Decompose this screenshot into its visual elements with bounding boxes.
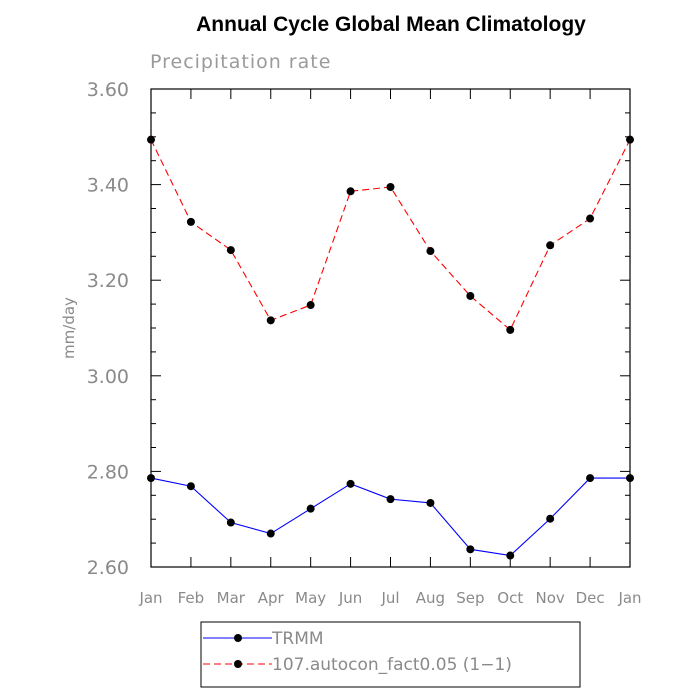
data-point xyxy=(147,135,155,144)
legend-marker xyxy=(234,634,242,642)
data-point xyxy=(346,187,355,196)
data-point xyxy=(147,474,155,483)
data-point xyxy=(546,514,555,523)
data-point xyxy=(506,551,515,560)
axis-ticks: Jan Feb Mar Apr May Jun Jul Aug Sep Oct Nov Dec Jan 2… xyxy=(87,79,642,607)
data-point xyxy=(226,518,235,527)
y-tick-label: 3.00 xyxy=(87,366,129,388)
y-tick-label: 3.40 xyxy=(87,175,129,197)
data-point xyxy=(306,504,315,513)
data-point xyxy=(186,482,195,491)
data-point xyxy=(466,291,475,300)
y-tick-label: 2.80 xyxy=(87,461,129,483)
data-point xyxy=(426,498,435,507)
data-point xyxy=(386,182,395,191)
x-tick-label: Mar xyxy=(217,589,246,607)
data-point xyxy=(506,325,515,334)
data-point xyxy=(586,474,595,483)
legend-marker xyxy=(234,660,242,668)
x-tick-label: May xyxy=(295,589,326,607)
x-tick-label: Sep xyxy=(456,589,484,607)
data-point xyxy=(586,214,595,223)
data-point xyxy=(186,217,195,226)
data-point xyxy=(546,241,555,250)
data-point xyxy=(226,246,235,255)
legend-label: 107.autocon_fact0.05 (1−1) xyxy=(272,655,512,675)
series-layer xyxy=(147,135,634,560)
chart-title: Annual Cycle Global Mean Climatology xyxy=(196,13,586,36)
data-point xyxy=(266,316,275,325)
legend-label: TRMM xyxy=(271,629,324,649)
data-point xyxy=(626,474,634,483)
data-point xyxy=(346,479,355,488)
x-tick-label: Aug xyxy=(416,589,445,607)
x-tick-label: Apr xyxy=(258,589,285,607)
chart-subtitle: Precipitation rate xyxy=(150,51,331,73)
data-point xyxy=(466,545,475,554)
data-point xyxy=(426,247,435,256)
y-tick-label: 3.20 xyxy=(87,270,129,292)
x-tick-label: Dec xyxy=(576,589,605,607)
data-point xyxy=(266,529,275,538)
y-axis-label: mm/day xyxy=(60,297,78,359)
x-tick-label: Oct xyxy=(497,589,523,607)
x-tick-label: Jan xyxy=(617,589,641,607)
series-line-0 xyxy=(150,477,630,557)
series-line-1 xyxy=(150,139,631,331)
y-tick-label: 3.60 xyxy=(87,79,129,101)
legend-box xyxy=(200,621,581,688)
x-tick-label: Jun xyxy=(338,589,362,607)
x-tick-label: Nov xyxy=(536,589,565,607)
data-point xyxy=(386,495,395,504)
x-tick-label: Jan xyxy=(138,589,162,607)
data-point xyxy=(306,301,315,310)
y-tick-label: 2.60 xyxy=(87,557,129,579)
x-tick-label: Feb xyxy=(178,589,205,607)
data-point xyxy=(626,135,634,144)
legend: TRMM 107.autocon_fact0.05 (1−1) xyxy=(200,621,581,688)
x-tick-label: Jul xyxy=(380,589,399,607)
